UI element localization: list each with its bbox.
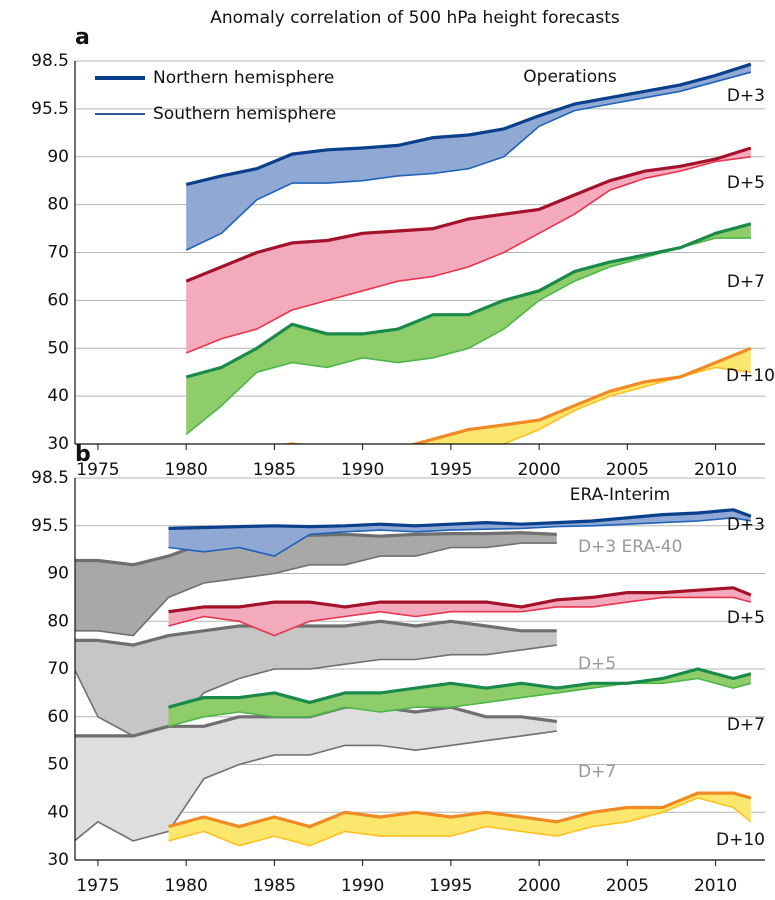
series-label: D+7 xyxy=(578,762,616,782)
series-line xyxy=(168,677,752,728)
series-line xyxy=(185,62,752,187)
band-fill xyxy=(75,707,557,841)
x-tick-label: 1985 xyxy=(253,876,296,896)
series-label: D+5 xyxy=(578,654,616,674)
x-tick-label: 2000 xyxy=(517,876,560,896)
y-tick-label: 40 xyxy=(47,802,69,822)
x-tick-label: 1990 xyxy=(341,876,384,896)
x-tick-label: 1995 xyxy=(429,876,472,896)
y-tick-label: 80 xyxy=(47,611,69,631)
band-fill xyxy=(186,148,751,353)
series-line xyxy=(185,156,752,354)
x-tick-label: 1980 xyxy=(165,876,208,896)
series-line xyxy=(497,366,752,444)
band-fill xyxy=(186,223,751,435)
series-line xyxy=(75,730,557,842)
x-tick-label: 2005 xyxy=(606,876,649,896)
y-tick-label: 50 xyxy=(47,755,69,775)
series-line xyxy=(168,667,752,709)
series-line xyxy=(185,222,752,379)
chart-title: Anomaly correlation of 500 hPa height fo… xyxy=(210,8,620,28)
series-label: D+3 xyxy=(727,86,765,106)
series-label: D+5 xyxy=(727,608,765,628)
legend-label: Northern hemisphere xyxy=(153,68,334,88)
x-tick-label: 1975 xyxy=(76,876,119,896)
series-label: D+3 xyxy=(727,515,765,535)
y-tick-label: 70 xyxy=(47,243,69,263)
x-tick-label: 1995 xyxy=(429,460,472,480)
panel-letter: a xyxy=(75,25,90,50)
y-tick-label: 30 xyxy=(47,434,69,454)
y-tick-label: 50 xyxy=(47,338,69,358)
y-tick-label: 98.5 xyxy=(31,468,69,488)
series-line xyxy=(75,542,557,637)
series-line xyxy=(168,797,752,847)
x-tick-label: 2010 xyxy=(694,460,737,480)
y-tick-label: 95.5 xyxy=(31,99,69,119)
series-line xyxy=(168,596,752,637)
series-line xyxy=(185,71,752,251)
band-fill xyxy=(75,621,557,736)
y-tick-label: 70 xyxy=(47,659,69,679)
x-tick-label: 2010 xyxy=(694,876,737,896)
legend-label: Southern hemisphere xyxy=(153,104,336,124)
series-line xyxy=(168,791,752,829)
y-tick-label: 30 xyxy=(47,850,69,870)
x-tick-label: 1985 xyxy=(253,460,296,480)
y-tick-label: 90 xyxy=(47,564,69,584)
band-fill xyxy=(186,64,751,251)
annotation: Operations xyxy=(523,67,617,87)
series-line xyxy=(168,517,752,557)
series-line xyxy=(168,508,752,530)
band-fill xyxy=(75,532,557,636)
series-line xyxy=(185,146,752,283)
y-tick-label: 80 xyxy=(47,195,69,215)
y-tick-label: 98.5 xyxy=(31,51,69,71)
series-label: D+3 ERA-40 xyxy=(578,537,682,557)
y-tick-label: 95.5 xyxy=(31,516,69,536)
y-tick-label: 60 xyxy=(47,707,69,727)
annotation: ERA-Interim xyxy=(570,485,670,505)
plot-area xyxy=(75,508,752,847)
plot-area xyxy=(185,62,752,444)
y-tick-label: 90 xyxy=(47,147,69,167)
x-tick-label: 2000 xyxy=(517,460,560,480)
y-tick-label: 40 xyxy=(47,386,69,406)
series-label: D+7 xyxy=(727,715,765,735)
x-tick-label: 2005 xyxy=(606,460,649,480)
series-line xyxy=(280,346,752,444)
series-label: D+10 xyxy=(726,366,775,386)
series-label: D+10 xyxy=(716,830,765,850)
x-tick-label: 1990 xyxy=(341,460,384,480)
x-tick-label: 1975 xyxy=(76,460,119,480)
y-tick-label: 60 xyxy=(47,290,69,310)
series-line xyxy=(168,586,752,614)
band-fill xyxy=(292,348,751,444)
series-label: D+7 xyxy=(727,272,765,292)
series-label: D+5 xyxy=(727,173,765,193)
band-fill xyxy=(168,793,751,846)
series-line xyxy=(75,619,557,647)
x-tick-label: 1980 xyxy=(165,460,208,480)
panel-letter: b xyxy=(75,442,91,467)
